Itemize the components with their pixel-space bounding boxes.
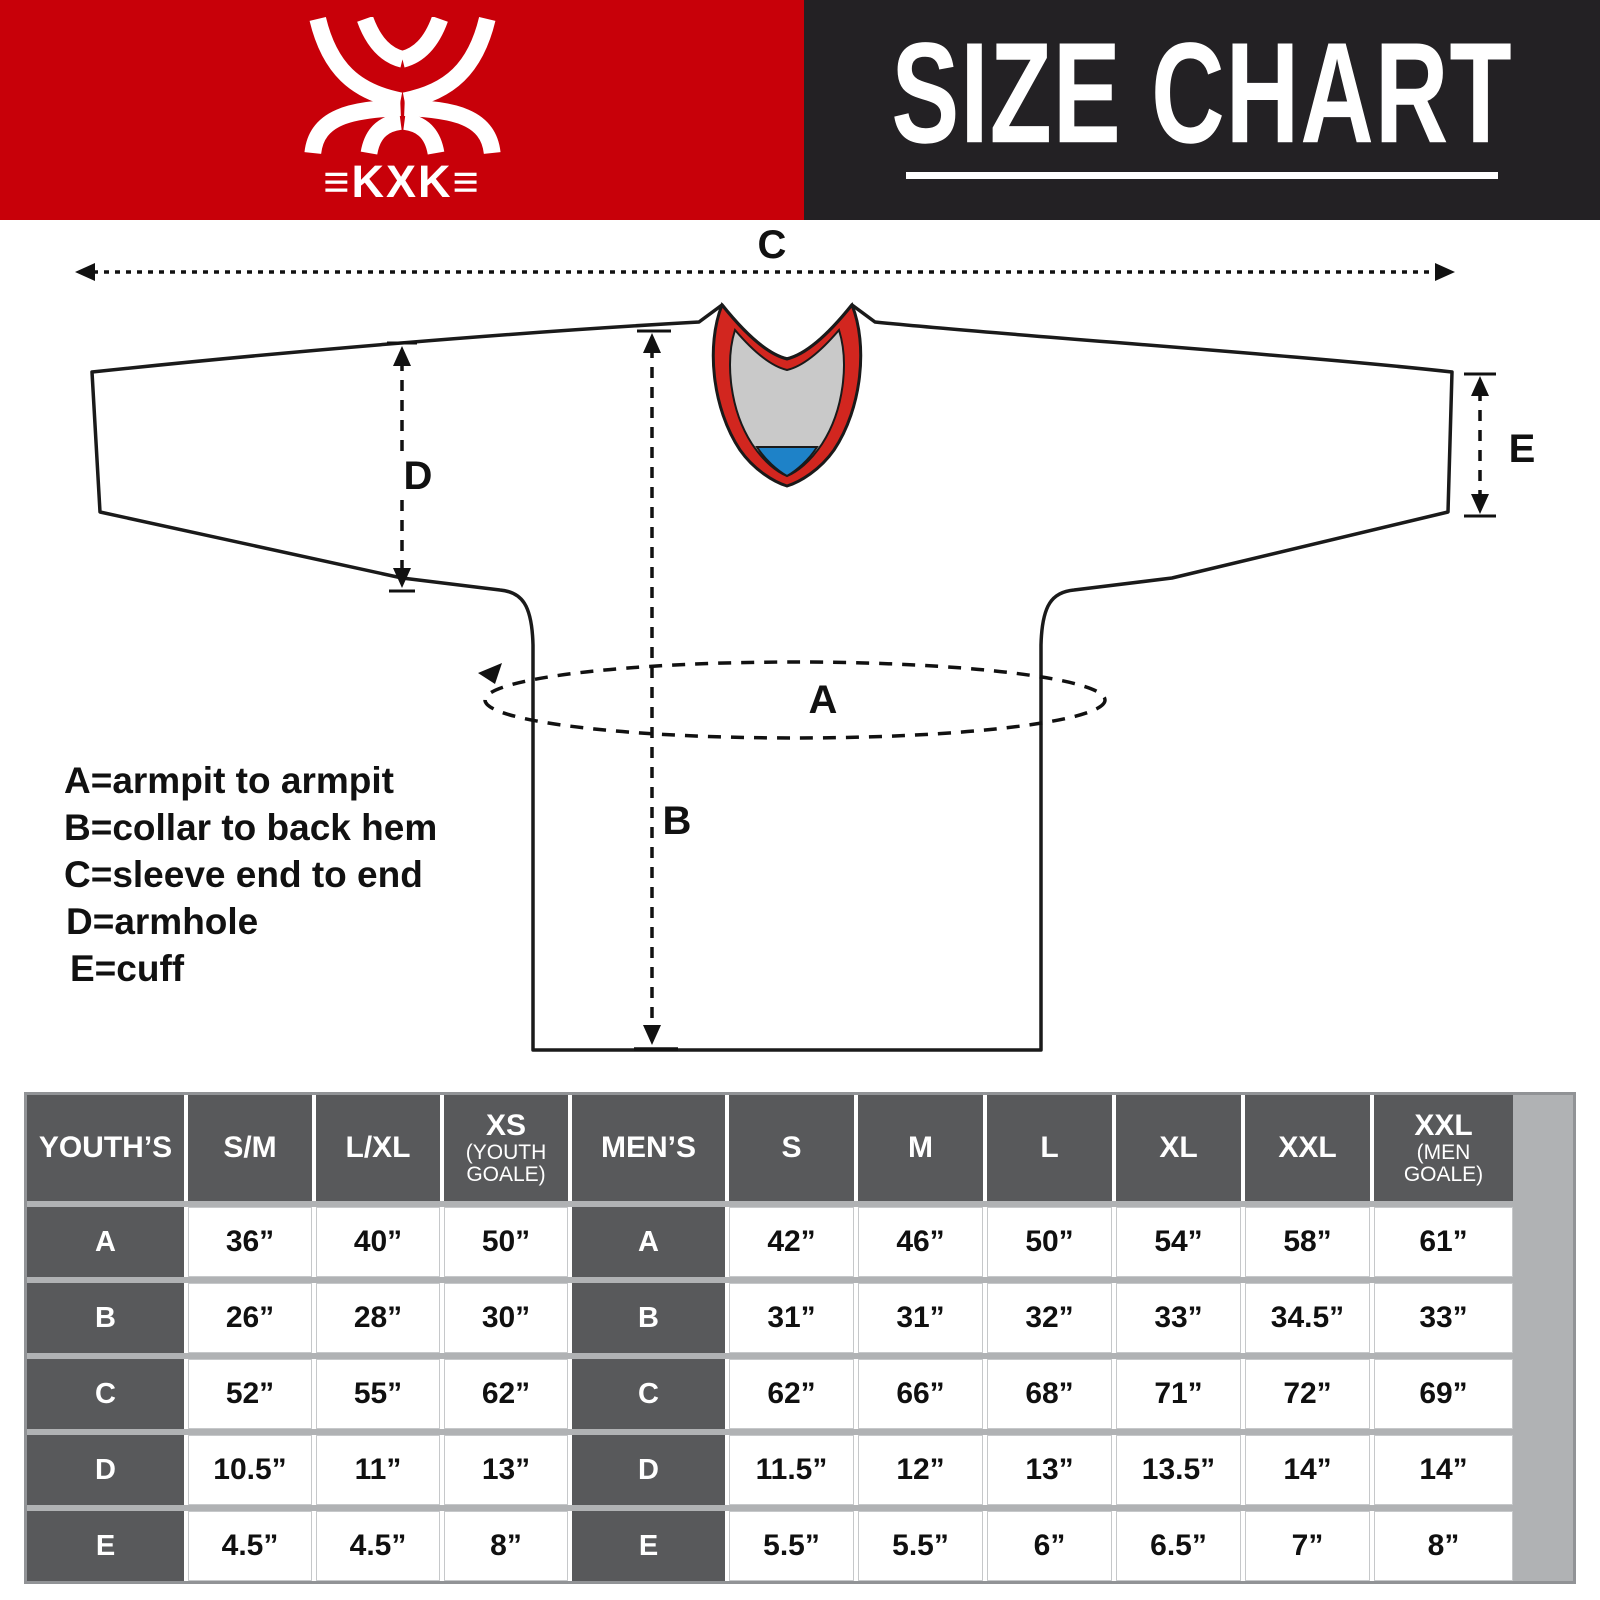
col-header-xs-youth-goale: XS (YOUTH GOALE) — [440, 1095, 568, 1201]
legend-line-d: D=armhole — [66, 901, 258, 942]
table-cell: 14” — [1241, 1435, 1370, 1505]
col-header-xl: XL — [1112, 1095, 1241, 1201]
col-header-s: S — [725, 1095, 854, 1201]
dimension-ellipse-a — [483, 660, 1107, 740]
table-cell: 7” — [1241, 1511, 1370, 1581]
table-cell: 68” — [983, 1359, 1112, 1429]
title-underline — [906, 171, 1498, 179]
col-header-sm: S/M — [184, 1095, 312, 1201]
table-cell: 4.5” — [184, 1511, 312, 1581]
table-cell: 52” — [184, 1359, 312, 1429]
size-table: YOUTH’S S/M L/XL XS (YOUTH GOALE) MEN’S S… — [24, 1092, 1576, 1584]
dimension-label-d: D — [404, 454, 433, 498]
table-cell: 55” — [312, 1359, 440, 1429]
table-cell: 14” — [1370, 1435, 1513, 1505]
table-cell: 26” — [184, 1283, 312, 1353]
col-header-xxl-men-goale: XXL (MEN GOALE) — [1370, 1095, 1513, 1201]
legend-line-c: C=sleeve end to end — [64, 854, 423, 895]
table-cell: 69” — [1370, 1359, 1513, 1429]
page-title: SIZE CHART — [891, 13, 1513, 174]
table-cell: 40” — [312, 1207, 440, 1277]
table-cell: 6” — [983, 1511, 1112, 1581]
table-cell: 8” — [1370, 1511, 1513, 1581]
legend-line-a: A=armpit to armpit — [64, 760, 394, 801]
table-cell: 33” — [1112, 1283, 1241, 1353]
table-cell: 11” — [312, 1435, 440, 1505]
legend-line-e: E=cuff — [70, 948, 185, 989]
col-header-xxl: XXL — [1241, 1095, 1370, 1201]
dimension-label-b: B — [663, 799, 692, 843]
table-cell: 54” — [1112, 1207, 1241, 1277]
jersey-measurement-diagram: C D B A E A=armpit to armpit B=collar to… — [64, 223, 1536, 1052]
youth-row-label: D — [27, 1435, 184, 1505]
table-cell: 28” — [312, 1283, 440, 1353]
table-cell: 46” — [854, 1207, 983, 1277]
dimension-label-b-bg — [656, 796, 696, 842]
table-cell: 72” — [1241, 1359, 1370, 1429]
table-cell: 5.5” — [854, 1511, 983, 1581]
table-cell: 36” — [184, 1207, 312, 1277]
table-cell: 4.5” — [312, 1511, 440, 1581]
table-cell: 62” — [440, 1359, 568, 1429]
table-cell: 10.5” — [184, 1435, 312, 1505]
table-cell: 62” — [725, 1359, 854, 1429]
youth-row-label: E — [27, 1511, 184, 1581]
dimension-label-d-bg — [400, 452, 436, 494]
title-panel: SIZE CHART — [804, 0, 1600, 220]
table-cell: 34.5” — [1241, 1283, 1370, 1353]
table-cell: 30” — [440, 1283, 568, 1353]
table-cell: 42” — [725, 1207, 854, 1277]
table-cell: 11.5” — [725, 1435, 854, 1505]
collar-inner-shape — [729, 327, 845, 478]
table-cell: 13” — [440, 1435, 568, 1505]
dimension-label-a-bg — [800, 676, 844, 720]
table-cell: 13.5” — [1112, 1435, 1241, 1505]
table-cell: 50” — [983, 1207, 1112, 1277]
men-row-label: B — [568, 1283, 725, 1353]
men-row-label: A — [568, 1207, 725, 1277]
table-cell: 58” — [1241, 1207, 1370, 1277]
table-cell: 31” — [725, 1283, 854, 1353]
brand-logo-panel: ≡KXK≡ — [0, 0, 804, 220]
table-cell: 8” — [440, 1511, 568, 1581]
dimension-label-c: C — [758, 223, 787, 267]
dimension-ellipse-a-arrowhead — [478, 663, 502, 684]
table-cell: 31” — [854, 1283, 983, 1353]
table-cell: 13” — [983, 1435, 1112, 1505]
brand-wordmark: ≡KXK≡ — [323, 155, 481, 207]
col-header-youths: YOUTH’S — [27, 1095, 184, 1201]
men-row-label: E — [568, 1511, 725, 1581]
table-cell: 6.5” — [1112, 1511, 1241, 1581]
col-header-m: M — [854, 1095, 983, 1201]
table-cell: 66” — [854, 1359, 983, 1429]
table-cell: 61” — [1370, 1207, 1513, 1277]
col-header-lxl: L/XL — [312, 1095, 440, 1201]
table-cell: 71” — [1112, 1359, 1241, 1429]
youth-row-label: C — [27, 1359, 184, 1429]
youth-row-label: A — [27, 1207, 184, 1277]
legend-line-b: B=collar to back hem — [64, 807, 437, 848]
page-header: ≡KXK≡ SIZE CHART — [0, 0, 1600, 220]
collar-accent-shape — [755, 446, 819, 478]
kxk-logo-icon — [303, 16, 501, 155]
col-header-l: L — [983, 1095, 1112, 1201]
dimension-arrow-c — [75, 263, 1455, 281]
youth-row-label: B — [27, 1283, 184, 1353]
dimension-arrow-b — [634, 329, 678, 1051]
table-cell: 32” — [983, 1283, 1112, 1353]
measurement-legend: A=armpit to armpit B=collar to back hem … — [64, 760, 437, 989]
dimension-label-a: A — [809, 678, 838, 722]
col-header-mens: MEN’S — [568, 1095, 725, 1201]
men-row-label: D — [568, 1435, 725, 1505]
table-cell: 33” — [1370, 1283, 1513, 1353]
table-cell: 5.5” — [725, 1511, 854, 1581]
dimension-label-e: E — [1509, 427, 1536, 471]
men-row-label: C — [568, 1359, 725, 1429]
dimension-arrow-e — [1464, 372, 1496, 518]
table-cell: 12” — [854, 1435, 983, 1505]
table-cell: 50” — [440, 1207, 568, 1277]
